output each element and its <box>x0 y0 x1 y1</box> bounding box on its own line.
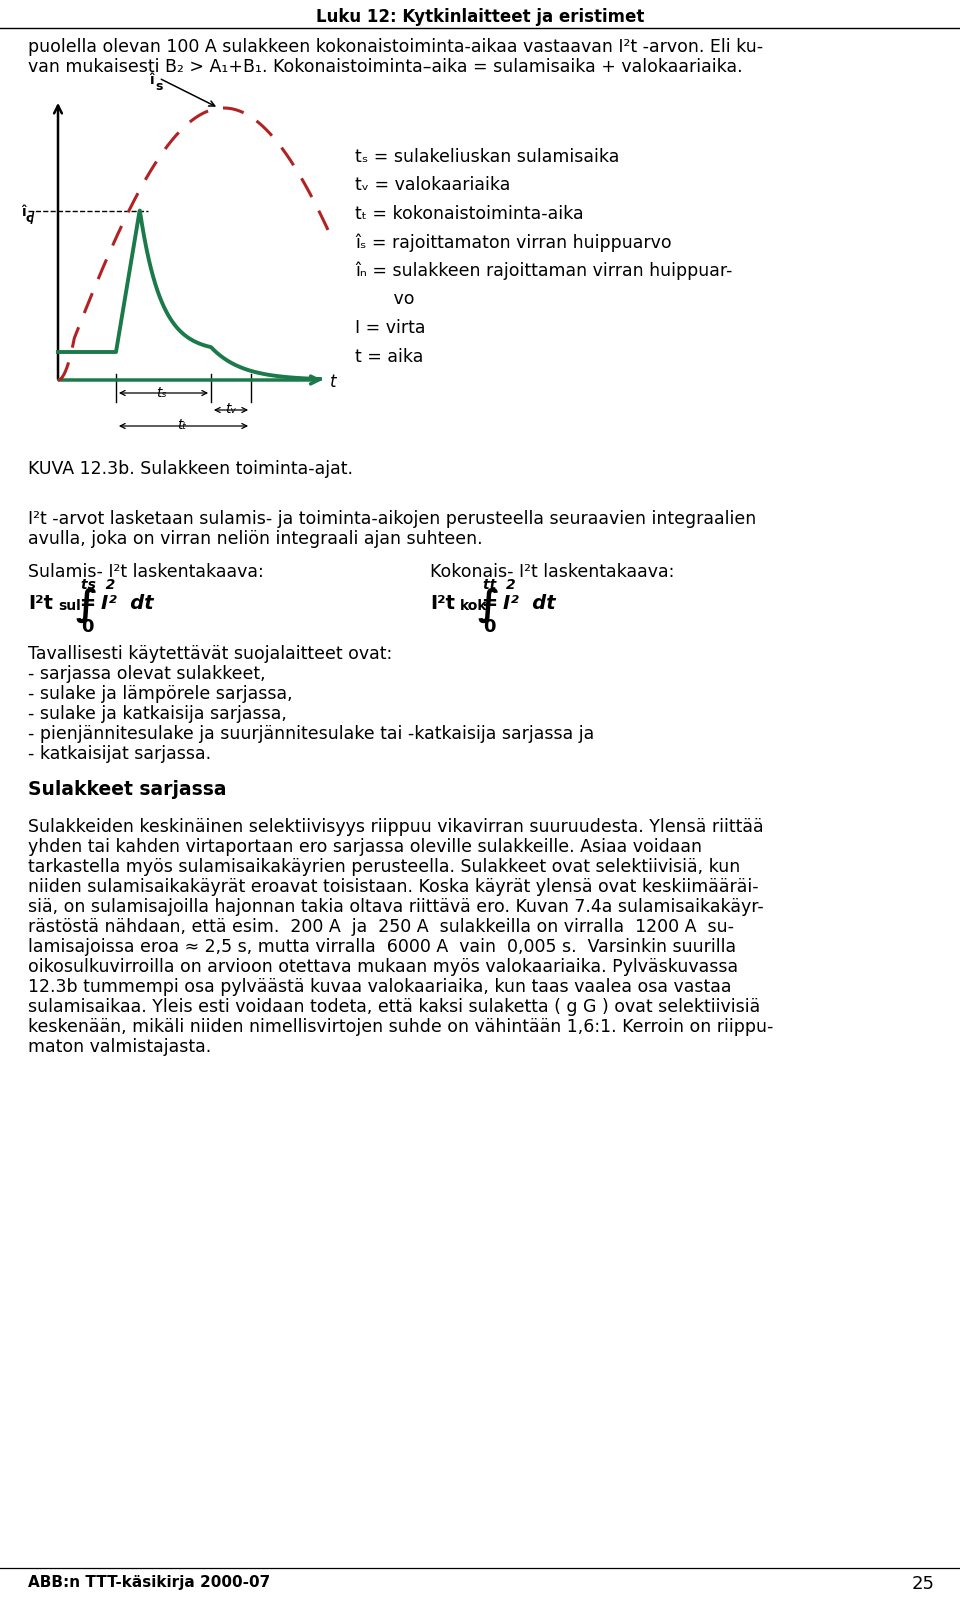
Text: - sulake ja lämpörele sarjassa,: - sulake ja lämpörele sarjassa, <box>28 685 293 703</box>
Text: lamisajoissa eroa ≈ 2,5 s, mutta virralla  6000 A  vain  0,005 s.  Varsinkin suu: lamisajoissa eroa ≈ 2,5 s, mutta virrall… <box>28 938 736 956</box>
Text: tᵥ = valokaariaika: tᵥ = valokaariaika <box>355 176 511 194</box>
Text: tarkastella myös sulamisaikakäyrien perusteella. Sulakkeet ovat selektiivisiä, k: tarkastella myös sulamisaikakäyrien peru… <box>28 858 740 876</box>
Text: Tavallisesti käytettävät suojalaitteet ovat:: Tavallisesti käytettävät suojalaitteet o… <box>28 645 393 662</box>
Text: 0: 0 <box>81 618 93 637</box>
Text: ABB:n TTT-käsikirja 2000-07: ABB:n TTT-käsikirja 2000-07 <box>28 1575 271 1590</box>
Text: - sarjassa olevat sulakkeet,: - sarjassa olevat sulakkeet, <box>28 666 266 683</box>
Text: Kokonais- I²t laskentakaava:: Kokonais- I²t laskentakaava: <box>430 563 674 581</box>
Text: I²t -arvot lasketaan sulamis- ja toiminta-aikojen perusteella seuraavien integra: I²t -arvot lasketaan sulamis- ja toimint… <box>28 510 756 528</box>
Text: rästöstä nähdaan, että esim.  200 A  ja  250 A  sulakkeilla on virralla  1200 A : rästöstä nähdaan, että esim. 200 A ja 25… <box>28 917 734 937</box>
Text: t = aika: t = aika <box>355 348 423 366</box>
Text: sulamisaikaa. Yleis esti voidaan todeta, että kaksi sulaketta ( g G ) ovat selek: sulamisaikaa. Yleis esti voidaan todeta,… <box>28 998 760 1015</box>
Text: ∫: ∫ <box>75 589 97 624</box>
Text: tₛ: tₛ <box>156 387 167 399</box>
Text: Sulakkeiden keskinäinen selektiivisyys riippuu vikavirran suuruudesta. Ylensä ri: Sulakkeiden keskinäinen selektiivisyys r… <box>28 818 763 836</box>
Text: Sulamis- I²t laskentakaava:: Sulamis- I²t laskentakaava: <box>28 563 264 581</box>
Text: îₛ = rajoittamaton virran huippuarvo: îₛ = rajoittamaton virran huippuarvo <box>355 234 672 252</box>
Text: Sulakkeet sarjassa: Sulakkeet sarjassa <box>28 780 227 799</box>
Text: - pienjännitesulake ja suurjännitesulake tai -katkaisija sarjassa ja: - pienjännitesulake ja suurjännitesulake… <box>28 725 594 743</box>
Text: kok: kok <box>460 598 488 613</box>
Text: - katkaisijat sarjassa.: - katkaisijat sarjassa. <box>28 744 211 764</box>
Text: tₜ = kokonaistoiminta-aika: tₜ = kokonaistoiminta-aika <box>355 205 584 223</box>
Text: tₛ = sulakeliuskan sulamisaika: tₛ = sulakeliuskan sulamisaika <box>355 148 619 165</box>
Text: sul: sul <box>58 598 81 613</box>
Text: keskenään, mikäli niiden nimellisvirtojen suhde on vähintään 1,6:1. Kerroin on r: keskenään, mikäli niiden nimellisvirtoje… <box>28 1019 774 1036</box>
Text: î: î <box>149 74 154 87</box>
Text: I²t: I²t <box>28 593 53 613</box>
Text: maton valmistajasta.: maton valmistajasta. <box>28 1038 211 1055</box>
Text: van mukaisesti B₂ > A₁+B₁. Kokonaistoiminta–aika = sulamisaika + valokaariaika.: van mukaisesti B₂ > A₁+B₁. Kokonaistoimi… <box>28 58 743 75</box>
Text: I²  dt: I² dt <box>503 593 556 613</box>
Text: î: î <box>21 205 26 218</box>
Text: 12.3b tummempi osa pylväästä kuvaa valokaariaika, kun taas vaalea osa vastaa: 12.3b tummempi osa pylväästä kuvaa valok… <box>28 978 732 996</box>
Text: s: s <box>156 80 163 93</box>
Text: avulla, joka on virran neliön integraali ajan suhteen.: avulla, joka on virran neliön integraali… <box>28 529 483 549</box>
Text: KUVA 12.3b. Sulakkeen toiminta-ajat.: KUVA 12.3b. Sulakkeen toiminta-ajat. <box>28 460 353 478</box>
Text: tₜ: tₜ <box>177 419 186 431</box>
Text: puolella olevan 100 A sulakkeen kokonaistoiminta-aikaa vastaavan I²t -arvon. Eli: puolella olevan 100 A sulakkeen kokonais… <box>28 38 763 56</box>
Text: Luku 12: Kytkinlaitteet ja eristimet: Luku 12: Kytkinlaitteet ja eristimet <box>316 8 644 26</box>
Text: - sulake ja katkaisija sarjassa,: - sulake ja katkaisija sarjassa, <box>28 706 287 723</box>
Text: I²  dt: I² dt <box>101 593 154 613</box>
Text: niiden sulamisaikakäyrät eroavat toisistaan. Koska käyrät ylensä ovat keskiimäär: niiden sulamisaikakäyrät eroavat toisist… <box>28 877 758 897</box>
Text: tᵥ: tᵥ <box>226 403 236 415</box>
Text: c: c <box>26 212 33 225</box>
Text: 0: 0 <box>483 618 495 637</box>
Text: ts  2: ts 2 <box>81 577 115 592</box>
Text: vo: vo <box>355 290 415 308</box>
Text: 25: 25 <box>912 1575 935 1593</box>
Text: îₙ = sulakkeen rajoittaman virran huippuar-: îₙ = sulakkeen rajoittaman virran huippu… <box>355 261 732 281</box>
Text: yhden tai kahden virtaportaan ero sarjassa oleville sulakkeille. Asiaa voidaan: yhden tai kahden virtaportaan ero sarjas… <box>28 837 702 857</box>
Text: I²t: I²t <box>430 593 455 613</box>
Text: I = virta: I = virta <box>355 319 425 337</box>
Text: =: = <box>73 593 103 613</box>
Text: oikosulkuvirroilla on arvioon otettava mukaan myös valokaariaika. Pylväskuvassa: oikosulkuvirroilla on arvioon otettava m… <box>28 958 738 975</box>
Text: ∫: ∫ <box>477 589 499 624</box>
Text: I: I <box>30 210 35 228</box>
Text: tt  2: tt 2 <box>483 577 516 592</box>
Text: siä, on sulamisajoilla hajonnan takia oltava riittävä ero. Kuvan 7.4a sulamisaik: siä, on sulamisajoilla hajonnan takia ol… <box>28 898 764 916</box>
Text: t: t <box>330 374 337 391</box>
Text: =: = <box>475 593 505 613</box>
